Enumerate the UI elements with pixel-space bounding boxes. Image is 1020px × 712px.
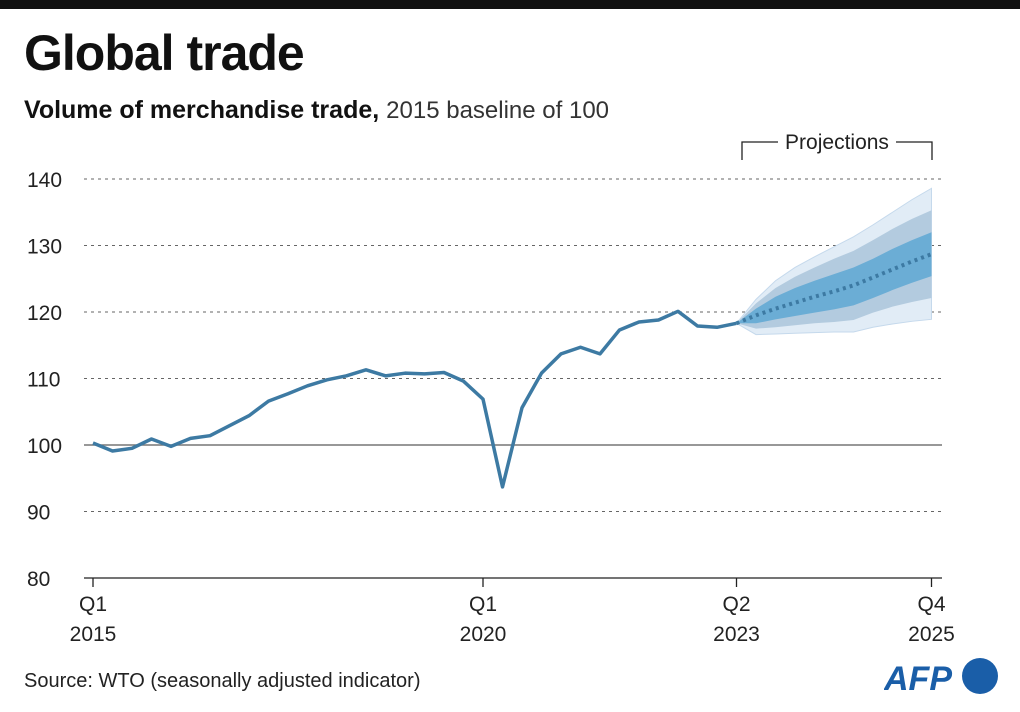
- top-bar: [0, 0, 1020, 9]
- x-tick-year: 2020: [460, 623, 507, 646]
- subtitle-bold: Volume of merchandise trade,: [24, 96, 380, 124]
- afp-logo-icon: AFP: [883, 658, 998, 698]
- y-tick-label: 110: [27, 369, 60, 392]
- svg-text:AFP: AFP: [884, 660, 952, 697]
- x-tick-year: 2015: [70, 623, 117, 646]
- source-note: Source: WTO (seasonally adjusted indicat…: [24, 670, 421, 692]
- chart-title: Global trade: [24, 25, 305, 81]
- y-tick-label: 140: [27, 169, 62, 192]
- afp-logo: AFP: [883, 657, 999, 702]
- projection-band-inner: [736, 232, 932, 324]
- x-tick-quarter: Q4: [917, 593, 945, 616]
- y-tick-label: 120: [27, 302, 62, 325]
- x-tick-quarter: Q1: [79, 593, 107, 616]
- x-tick-quarter: Q1: [469, 593, 497, 616]
- projections-bracket: Projections: [741, 131, 933, 160]
- subtitle-normal: 2015 baseline of 100: [386, 97, 610, 124]
- x-tick-year: 2023: [713, 623, 760, 646]
- x-tick-year: 2025: [908, 623, 955, 646]
- y-tick-label: 90: [27, 502, 50, 525]
- trade-volume-line: [92, 309, 737, 489]
- y-tick-label: 130: [27, 236, 62, 259]
- y-tick-label: 80: [27, 568, 50, 591]
- x-tick-quarter: Q2: [722, 593, 750, 616]
- chart-subtitle: Volume of merchandise trade, 2015 baseli…: [24, 96, 609, 125]
- y-tick-label: 100: [27, 435, 62, 458]
- projections-label: Projections: [785, 131, 889, 154]
